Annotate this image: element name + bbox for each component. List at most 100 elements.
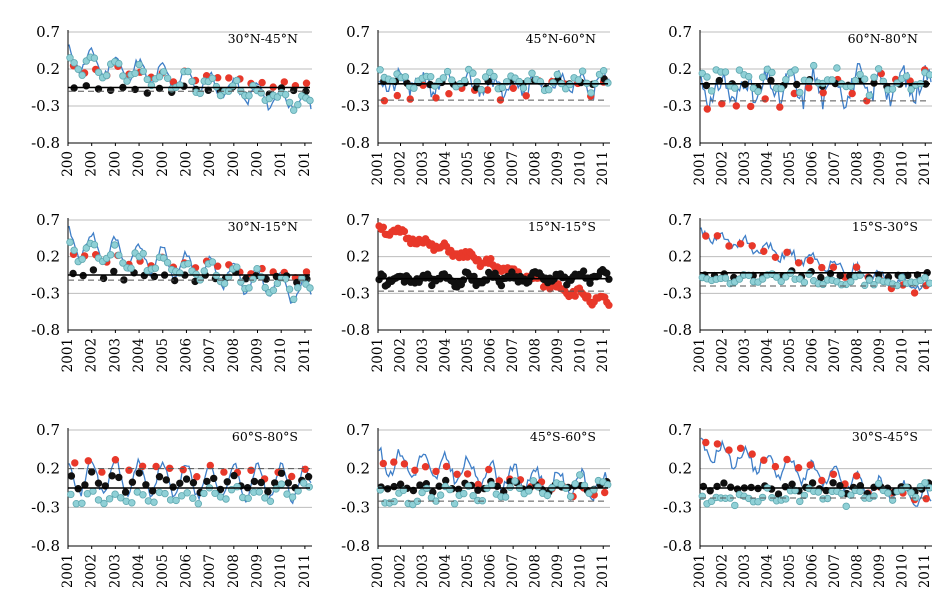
red-point — [380, 96, 389, 105]
red-point — [702, 438, 710, 447]
x-tick-label: 2008 — [850, 151, 866, 185]
cyan-point — [534, 483, 542, 491]
x-tick-label: 2011 — [917, 554, 932, 587]
cyan-point — [90, 54, 99, 62]
black-point — [442, 476, 450, 485]
black-point — [110, 267, 118, 276]
red-point — [771, 253, 780, 261]
cyan-point — [189, 494, 197, 502]
cyan-point — [805, 270, 813, 278]
cyan-point — [450, 500, 459, 508]
black-point — [271, 479, 279, 487]
x-tick-label: 2005 — [782, 554, 798, 587]
cyan-point — [188, 77, 196, 86]
red-point — [806, 461, 814, 469]
cyan-point — [161, 489, 169, 498]
x-tick-label: 2009 — [250, 554, 266, 587]
red-point — [703, 105, 711, 113]
x-tick-label: 2005 — [155, 554, 171, 587]
cyan-point — [842, 502, 850, 510]
cyan-point — [119, 72, 127, 80]
x-tick-label: 2001 — [60, 554, 76, 587]
black-point — [497, 281, 506, 290]
cyan-point — [66, 238, 74, 246]
x-tick-label: 2001 — [370, 554, 386, 587]
y-tick-label: 0.7 — [668, 23, 692, 41]
y-tick-label: -0.8 — [341, 537, 370, 555]
red-point — [220, 468, 228, 476]
red-point — [806, 256, 814, 265]
red-point — [732, 102, 740, 110]
cyan-point — [501, 493, 510, 501]
panel-title: 15°S-30°S — [852, 219, 918, 234]
cyan-point — [277, 480, 286, 488]
red-point — [605, 301, 613, 309]
x-tick-label: 2008 — [850, 554, 866, 587]
y-tick-label: 0.7 — [36, 421, 60, 439]
cyan-point — [703, 73, 711, 81]
x-tick-label: 2005 — [782, 151, 798, 185]
cyan-point — [184, 260, 192, 268]
black-point — [579, 267, 588, 275]
cyan-point — [847, 277, 855, 286]
cyan-point — [200, 267, 208, 275]
cyan-point — [469, 492, 477, 500]
black-point — [99, 274, 108, 283]
cyan-point — [587, 89, 595, 97]
panel-title: 45°N-60°N — [526, 31, 596, 46]
black-point — [155, 473, 164, 481]
red-point — [713, 440, 722, 448]
x-tick-label: 2010 — [573, 151, 589, 185]
red-point — [302, 79, 311, 87]
y-tick-label: -0.3 — [663, 97, 692, 115]
cyan-point — [94, 496, 103, 504]
red-point — [771, 462, 780, 471]
cyan-point — [772, 273, 781, 281]
cyan-point — [233, 76, 241, 85]
x-tick-label: 2003 — [737, 338, 753, 372]
cyan-point — [477, 85, 485, 94]
x-tick-label: 2007 — [827, 338, 843, 372]
black-point — [390, 482, 398, 491]
cyan-point — [600, 66, 608, 75]
x-tick-label: 2002 — [393, 554, 409, 587]
x-tick-label: 2004 — [438, 151, 454, 185]
y-tick-label: -0.3 — [663, 284, 692, 302]
red-point — [776, 103, 784, 111]
cyan-point — [283, 490, 291, 498]
red-point — [280, 78, 288, 86]
y-tick-label: -0.8 — [663, 134, 692, 152]
cyan-point — [300, 479, 308, 487]
cyan-point — [245, 284, 253, 292]
cyan-point — [269, 286, 278, 294]
x-tick-label: 2002 — [715, 554, 731, 587]
x-tick-label: 2007 — [505, 151, 521, 185]
cyan-point — [796, 88, 804, 97]
x-tick-label: 2006 — [178, 554, 194, 587]
x-tick-label: 2006 — [483, 554, 499, 587]
x-tick-label: 2011 — [917, 151, 932, 185]
x-tick-label: 2006 — [805, 554, 821, 587]
cyan-point — [870, 73, 878, 81]
red-point — [288, 472, 296, 481]
cyan-point — [131, 69, 139, 77]
black-point — [829, 479, 837, 487]
cyan-point — [111, 490, 119, 498]
cyan-point — [127, 264, 135, 272]
cyan-point — [498, 83, 507, 92]
black-point — [189, 479, 198, 487]
black-point — [230, 471, 238, 480]
cyan-point — [288, 493, 297, 501]
cyan-point — [519, 84, 528, 92]
cyan-point — [926, 279, 932, 287]
cyan-point — [249, 275, 257, 283]
red-point — [794, 259, 803, 267]
cyan-point — [721, 274, 730, 282]
red-point — [713, 232, 722, 240]
red-point — [393, 91, 401, 100]
red-point — [725, 446, 733, 454]
cyan-point — [100, 499, 108, 508]
cyan-point — [511, 477, 519, 485]
